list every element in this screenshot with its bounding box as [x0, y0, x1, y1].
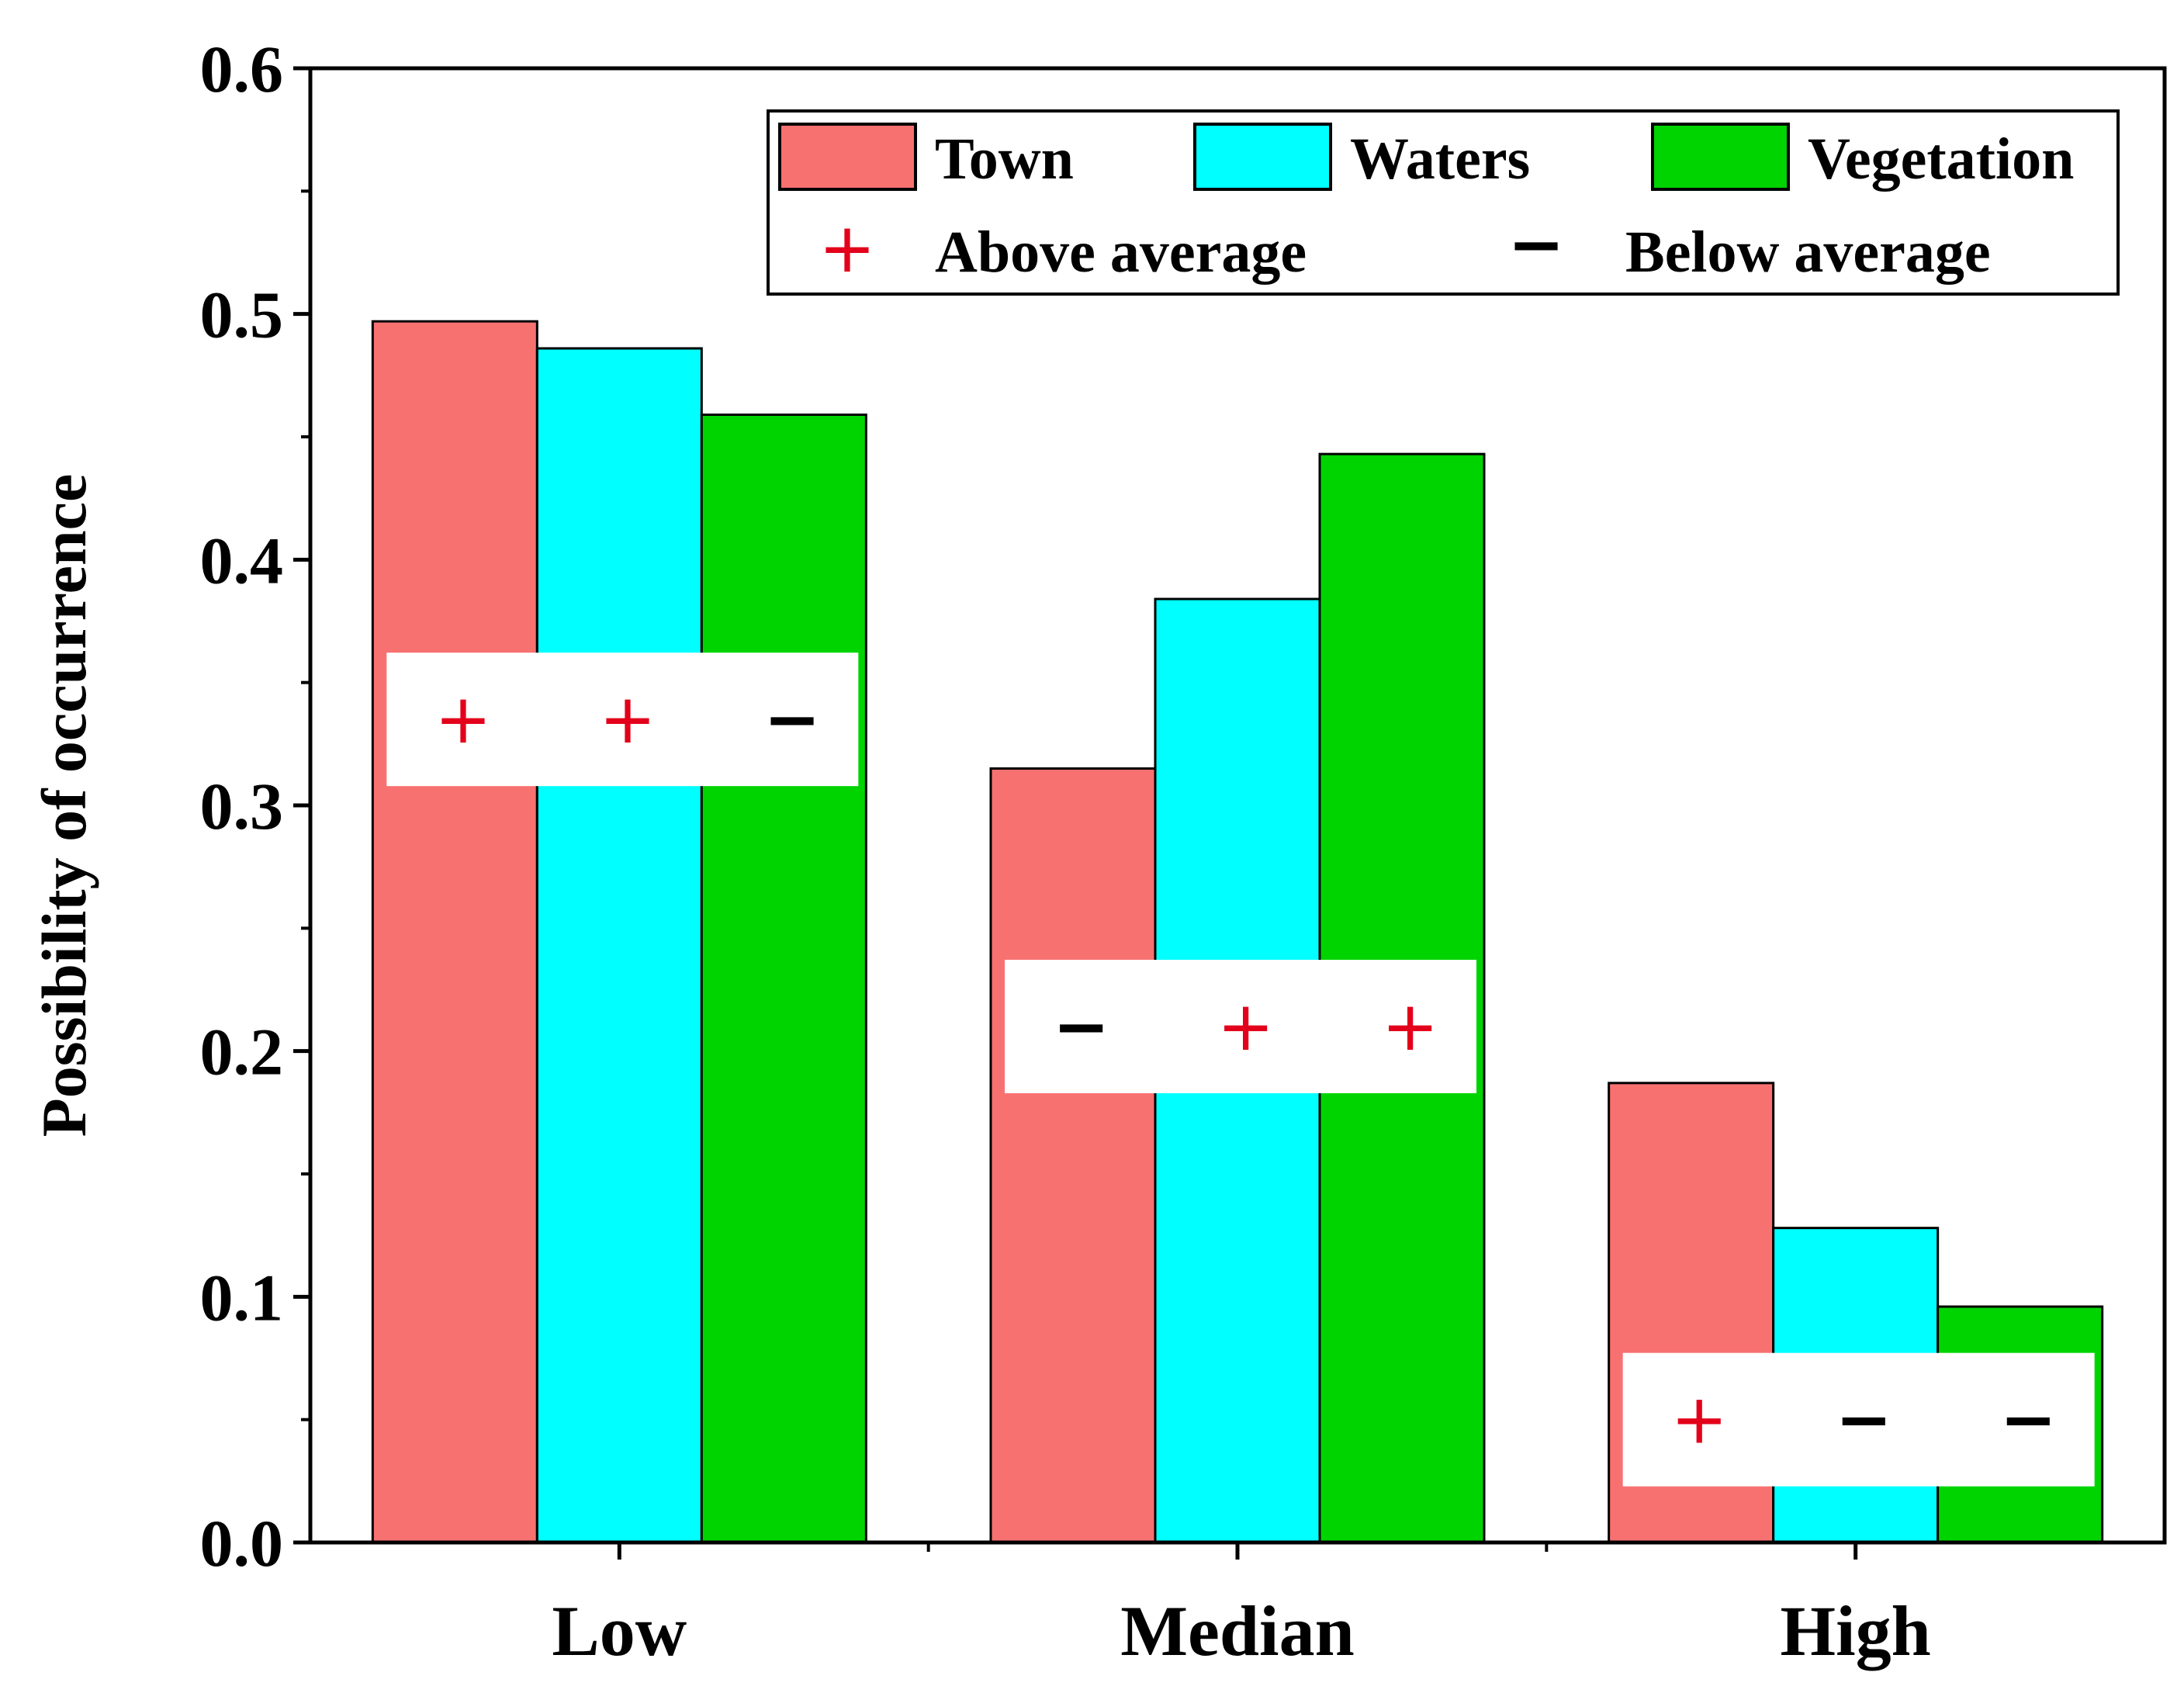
annotation-sign-high-waters: − — [1835, 1380, 1892, 1459]
y-axis: 0.0 0.1 0.2 0.3 0.4 0.5 0.6 — [200, 32, 310, 1580]
legend: Town Waters Vegetation + Above average −… — [767, 109, 2120, 296]
y-tick-label: 0.5 — [200, 278, 284, 352]
legend-label-waters: Waters — [1350, 126, 1530, 192]
y-tick-label: 0.4 — [200, 523, 284, 597]
legend-label-above-average: Above average — [935, 220, 1307, 285]
bar-town-low — [371, 320, 538, 1544]
annotation-sign-low-vegetation: − — [763, 679, 821, 759]
x-tick-label-high: High — [1781, 1591, 1931, 1670]
annotation-sign-low-town: + — [434, 679, 492, 759]
bar-waters-low — [535, 347, 703, 1544]
y-tick-label: 0.1 — [200, 1260, 284, 1335]
legend-box — [767, 109, 2120, 296]
annotations-layer: + + − − + + + − − — [386, 653, 2095, 1487]
annotation-sign-median-waters: + — [1217, 986, 1275, 1066]
y-tick-label: 0.6 — [200, 32, 284, 106]
x-tick-label-low: Low — [552, 1591, 687, 1670]
bar-town-median — [989, 767, 1157, 1544]
x-axis: Low Median High — [552, 1542, 1931, 1670]
legend-plus-symbol: + — [819, 208, 876, 288]
y-tick-label: 0.2 — [200, 1015, 284, 1089]
y-tick-label: 0.0 — [200, 1506, 284, 1580]
legend-swatch-waters — [1193, 123, 1332, 191]
legend-label-vegetation: Vegetation — [1808, 126, 2074, 192]
annotation-box-median — [1005, 960, 1476, 1093]
annotation-box-low — [386, 653, 859, 787]
annotation-sign-low-waters: + — [599, 679, 656, 759]
bars-layer — [371, 320, 2104, 1544]
legend-swatch-vegetation — [1651, 123, 1790, 191]
y-tick-label: 0.3 — [200, 769, 284, 843]
bar-vegetation-low — [700, 414, 867, 1544]
x-tick-label-median: Median — [1120, 1591, 1355, 1670]
legend-label-town: Town — [935, 126, 1074, 192]
legend-label-below-average: Below average — [1625, 220, 1991, 285]
legend-swatch-town — [778, 123, 917, 191]
annotation-sign-median-town: − — [1053, 986, 1110, 1066]
y-axis-title: Possibility of occurrence — [29, 474, 99, 1137]
legend-minus-symbol: − — [1507, 204, 1565, 284]
annotation-sign-median-vegetation: + — [1382, 986, 1439, 1066]
annotation-sign-high-vegetation: − — [1999, 1380, 2057, 1459]
annotation-box-high — [1622, 1352, 2095, 1487]
annotation-sign-high-town: + — [1670, 1380, 1728, 1459]
